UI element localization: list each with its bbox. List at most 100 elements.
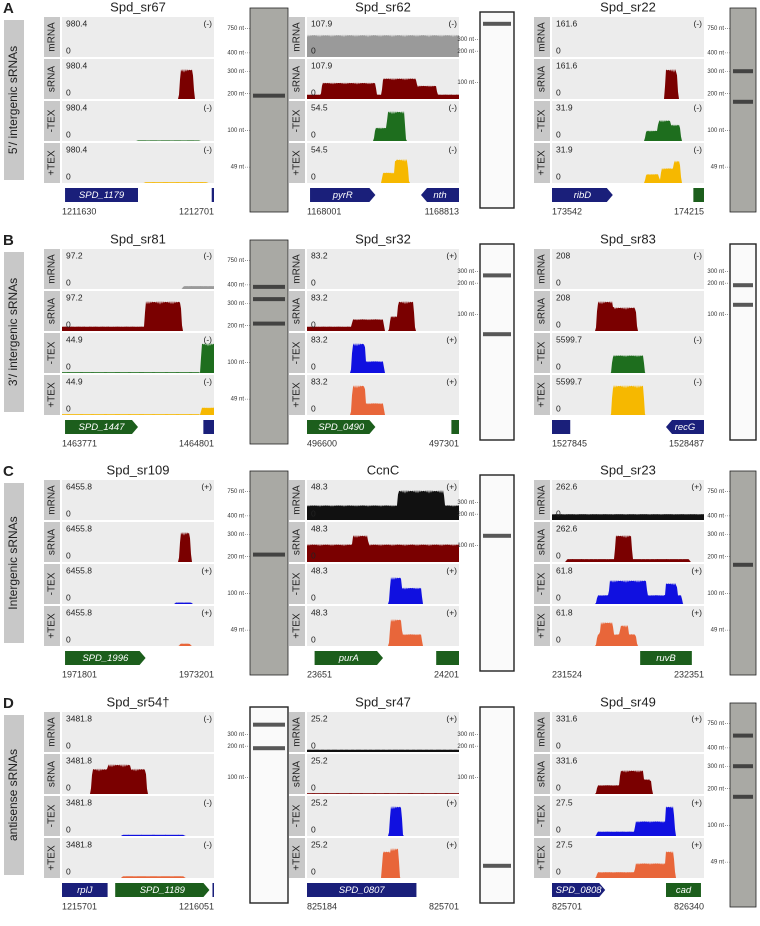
track-max: 208 — [556, 292, 570, 302]
gene-name: purA — [338, 653, 359, 664]
track-label: mRNA — [292, 485, 303, 515]
gene-name: SPD_0490 — [318, 422, 365, 433]
track-min: 0 — [311, 361, 316, 371]
track-label: mRNA — [47, 717, 58, 747]
track-strand: (+) — [691, 713, 702, 723]
track-min: 0 — [66, 403, 71, 413]
track-label-box — [44, 59, 60, 99]
ladder-label: 200 nt — [457, 744, 474, 750]
track-area — [552, 249, 704, 289]
track-strand: (-) — [204, 839, 213, 849]
track-max: 54.5 — [311, 144, 328, 154]
gene-bar — [693, 188, 704, 202]
track-strand: (+) — [446, 334, 457, 344]
ladder-label: 200 nt — [227, 554, 244, 560]
coord-start: 1971801 — [62, 669, 97, 679]
track-label-box — [44, 143, 60, 183]
track-strand: (+) — [446, 481, 457, 491]
coverage — [552, 622, 704, 646]
track-label: -TEX — [537, 804, 548, 827]
track-max: 3481.8 — [66, 839, 92, 849]
ladder-label: 300 nt — [457, 732, 474, 738]
track-max: 980.4 — [66, 144, 88, 154]
track-max: 6455.8 — [66, 481, 92, 491]
track-label-box — [289, 754, 305, 794]
panel-title: Spd_sr67 — [110, 0, 166, 14]
coord-start: 173542 — [552, 206, 582, 216]
gel-band — [733, 794, 753, 799]
panel-title: Spd_sr49 — [600, 694, 656, 709]
section-label-box — [4, 252, 24, 412]
gene-name: SPD_0808 — [556, 885, 603, 896]
track-max: 44.9 — [66, 376, 83, 386]
gel-band — [253, 93, 285, 98]
coverage — [307, 619, 459, 646]
track-max: 83.2 — [311, 250, 328, 260]
gene-name: ribD — [574, 190, 592, 201]
ladder-label: 100 nt — [227, 591, 244, 597]
coverage — [552, 806, 704, 836]
gene-arrow — [666, 883, 701, 897]
coord-start: 1215701 — [62, 901, 97, 911]
coverage — [307, 848, 459, 878]
gel — [249, 7, 289, 213]
track-label: +TEX — [537, 382, 548, 408]
track-max: 6455.8 — [66, 523, 92, 533]
track-min: 0 — [556, 740, 561, 750]
ladder-label: 100 nt — [227, 775, 244, 781]
track-area — [62, 712, 214, 752]
track-min: 0 — [66, 361, 71, 371]
ladder-label: 200 nt — [707, 786, 724, 792]
ladder-label: 300 nt — [707, 764, 724, 770]
gene-name: ruvB — [656, 653, 676, 664]
track-min: 0 — [556, 782, 561, 792]
gene-arrow — [310, 188, 376, 202]
track-strand: (+) — [201, 607, 212, 617]
track-strand: (-) — [204, 376, 213, 386]
track-label: sRNA — [47, 66, 58, 92]
track-label: sRNA — [47, 529, 58, 555]
gel-band — [253, 321, 285, 326]
track-area — [62, 375, 214, 415]
track-min: 0 — [66, 824, 71, 834]
coord-end: 1216051 — [179, 901, 214, 911]
track-min: 0 — [556, 508, 561, 518]
track-label-box — [534, 333, 550, 373]
track-max: 83.2 — [311, 376, 328, 386]
gel-band — [733, 302, 753, 307]
panel-title: Spd_sr62 — [355, 0, 411, 14]
track-label-box — [44, 17, 60, 57]
track-area — [62, 606, 214, 646]
track-min: 0 — [556, 319, 561, 329]
coord-end: 497301 — [429, 438, 459, 448]
track-strand: (+) — [446, 250, 457, 260]
track-max: 107.9 — [311, 18, 333, 28]
ladder-label: 300 nt — [707, 269, 724, 275]
track-label-box — [44, 838, 60, 878]
coverage — [62, 643, 214, 646]
track-label: sRNA — [537, 529, 548, 555]
track-label: mRNA — [292, 254, 303, 284]
gel — [249, 706, 289, 904]
track-strand: (-) — [204, 713, 213, 723]
coverage — [307, 159, 459, 183]
track-area — [552, 143, 704, 183]
gel-band — [733, 764, 753, 769]
gel-band — [733, 283, 753, 288]
ladder-label: 750 nt — [227, 489, 244, 495]
gene-name: SPD_1189 — [140, 885, 186, 896]
section-label-box — [4, 715, 24, 875]
track-strand: (-) — [449, 102, 458, 112]
gene-bar — [436, 651, 459, 665]
track-max: 980.4 — [66, 102, 88, 112]
track-label-box — [44, 712, 60, 752]
coverage — [552, 514, 704, 520]
gene-name: SPD_1996 — [82, 653, 129, 664]
coverage — [307, 749, 459, 752]
ladder-label: 750 nt — [707, 489, 724, 495]
ladder-label: 200 nt — [707, 281, 724, 287]
track-label-box — [289, 522, 305, 562]
track-label-box — [44, 796, 60, 836]
track-label: mRNA — [47, 22, 58, 52]
gel — [249, 239, 289, 445]
